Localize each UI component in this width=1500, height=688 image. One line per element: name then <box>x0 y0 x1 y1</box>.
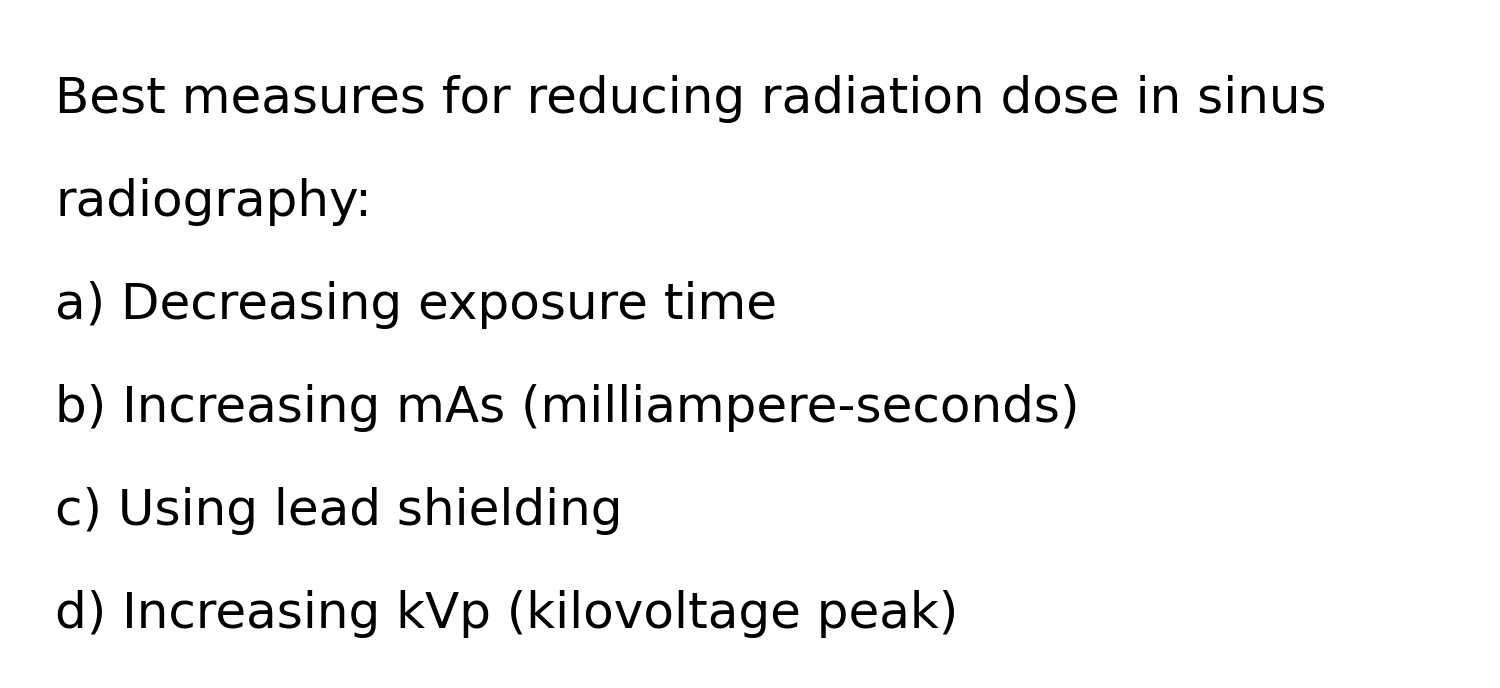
Text: a) Decreasing exposure time: a) Decreasing exposure time <box>56 281 777 329</box>
Text: c) Using lead shielding: c) Using lead shielding <box>56 487 622 535</box>
Text: radiography:: radiography: <box>56 178 372 226</box>
Text: Best measures for reducing radiation dose in sinus: Best measures for reducing radiation dos… <box>56 75 1326 123</box>
Text: b) Increasing mAs (milliampere-seconds): b) Increasing mAs (milliampere-seconds) <box>56 384 1080 432</box>
Text: d) Increasing kVp (kilovoltage peak): d) Increasing kVp (kilovoltage peak) <box>56 590 958 638</box>
